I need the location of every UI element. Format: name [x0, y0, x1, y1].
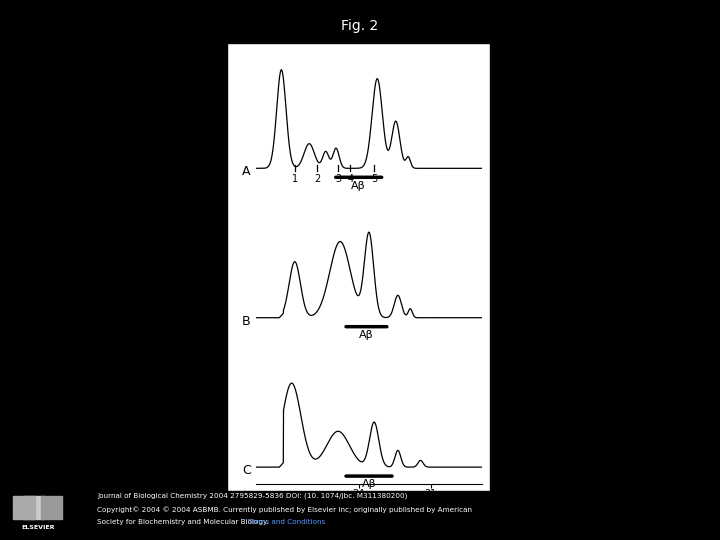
- Text: Fig. 2: Fig. 2: [341, 19, 379, 33]
- Text: AUFS (280nm): AUFS (280nm): [197, 227, 207, 308]
- Text: Journal of Biological Chemistry 2004 2795829-5836 DOI: (10. 1074/jbc. M311380200: Journal of Biological Chemistry 2004 279…: [97, 492, 408, 499]
- Bar: [41, 496, 63, 518]
- Text: 1: 1: [292, 174, 298, 184]
- Text: Aβ: Aβ: [361, 480, 377, 489]
- Text: Retention Time(min): Retention Time(min): [286, 509, 431, 522]
- Text: C: C: [242, 464, 251, 477]
- Text: ELSEVIER: ELSEVIER: [21, 525, 55, 530]
- Text: Aβ: Aβ: [351, 181, 366, 191]
- Bar: [14, 496, 35, 518]
- Text: Aβ: Aβ: [359, 330, 374, 340]
- Text: A: A: [242, 165, 251, 178]
- Text: 3: 3: [335, 174, 341, 184]
- Text: B: B: [242, 315, 251, 328]
- Text: Copyright© 2004 © 2004 ASBMB. Currently published by Elsevier Inc; originally pu: Copyright© 2004 © 2004 ASBMB. Currently …: [97, 506, 472, 512]
- Text: 5: 5: [371, 174, 377, 184]
- Text: 4: 4: [347, 174, 354, 184]
- Bar: [22, 496, 44, 518]
- Text: Society for Biochemistry and Molecular Biology.: Society for Biochemistry and Molecular B…: [97, 519, 269, 525]
- Text: 2: 2: [315, 174, 320, 184]
- Text: Terms and Conditions: Terms and Conditions: [248, 519, 325, 525]
